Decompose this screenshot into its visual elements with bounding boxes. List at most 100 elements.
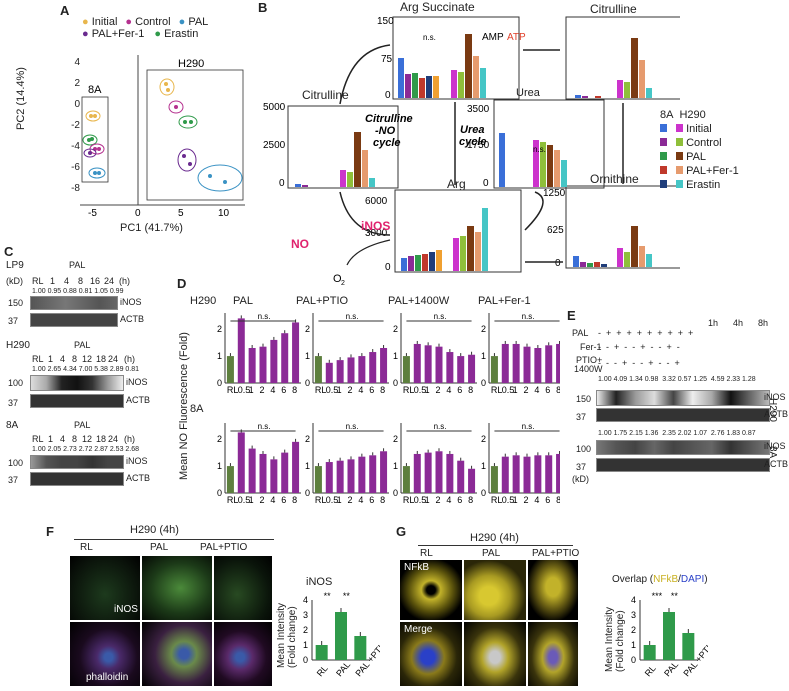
d-xtick: 2 — [524, 385, 529, 395]
svg-text:0: 0 — [555, 258, 561, 269]
d-bar — [468, 468, 476, 493]
d-xtick: 1 — [249, 495, 254, 505]
svg-text:10: 10 — [218, 208, 230, 219]
d-ytick: 1 — [217, 351, 222, 361]
d-bar — [281, 452, 289, 493]
g-img-pal-nfkb — [464, 560, 526, 620]
d-bar — [358, 456, 366, 493]
bar-sig: ** — [343, 591, 351, 601]
d-ytick: 0 — [481, 488, 486, 498]
d-xtick: 1 — [513, 495, 518, 505]
d-xtick: RL — [315, 495, 327, 505]
bar-ytick: 0 — [631, 655, 636, 665]
pca-ylabel: PC2 (14.4%) — [15, 67, 27, 130]
d-xtick: 2 — [524, 495, 529, 505]
f-col-pal: PAL — [150, 542, 169, 553]
d-sig: n.s. — [258, 312, 271, 321]
d-bar — [237, 432, 245, 493]
d-bar — [380, 348, 388, 383]
d-xtick: 8 — [380, 495, 385, 505]
g-label-nfkb: NFkB — [404, 562, 429, 573]
d-bar — [314, 466, 322, 493]
d-ytick: 0 — [217, 378, 222, 388]
d-bar — [347, 357, 355, 383]
svg-text:2500: 2500 — [263, 140, 286, 151]
d-xtick: RL — [403, 385, 415, 395]
blots-e: 1h 4h 8h PAL - + + + + + + + + + Fer-1 -… — [572, 318, 789, 484]
d-ylabel: Mean NO Fluorescence (Fold) — [178, 332, 190, 480]
arg-succinate-title: Arg Succinate — [400, 0, 475, 14]
d-xtick: 8 — [468, 385, 473, 395]
pca-legend: ● Initial ● Control ● PAL ● PAL+Fer-1 ● … — [82, 16, 262, 40]
citrulline-right-title: Citrulline — [590, 2, 637, 16]
bar-ytick: 1 — [303, 640, 308, 650]
d-bar — [413, 453, 421, 493]
bar-ytick: 3 — [303, 610, 308, 620]
d-xtick: 2 — [348, 495, 353, 505]
f-img-pal-merge — [142, 622, 212, 686]
d-bar — [380, 451, 388, 493]
d-xtick: RL — [227, 495, 239, 505]
d-bar — [512, 343, 520, 383]
f-img-pal-inos — [142, 556, 212, 620]
d-bar — [336, 460, 344, 493]
g-img-rl-nfkb — [400, 560, 462, 620]
d-ytick: 1 — [393, 351, 398, 361]
svg-text:iNOS: iNOS — [361, 219, 390, 233]
d-xtick: 0.5 — [326, 385, 339, 395]
d-bar — [457, 460, 465, 493]
d-bar — [325, 462, 333, 493]
bar-ytick: 4 — [303, 595, 308, 605]
d-bar — [457, 356, 465, 383]
svg-text:6000: 6000 — [365, 196, 388, 207]
d-bar — [534, 348, 542, 383]
d-xtick: 0.5 — [238, 385, 251, 395]
d-xtick: 6 — [457, 385, 462, 395]
d-ytick: 0 — [393, 488, 398, 498]
g-img-ptio-nfkb — [528, 560, 578, 620]
svg-text:75: 75 — [381, 54, 393, 65]
bar — [315, 645, 328, 660]
panel-label-c: C — [4, 244, 14, 259]
d-ytick: 1 — [393, 461, 398, 471]
d-bar — [556, 453, 560, 493]
d-xtick: 0.5 — [502, 495, 515, 505]
ornithine-title: Ornithine — [590, 172, 639, 186]
svg-text:n.s.: n.s. — [423, 33, 436, 42]
d-ytick: 1 — [481, 461, 486, 471]
d-ytick: 2 — [481, 434, 486, 444]
d-xtick: 0.5 — [414, 495, 427, 505]
d-ytick: 1 — [305, 351, 310, 361]
d-xtick: 4 — [270, 495, 275, 505]
g-img-pal-merge — [464, 622, 526, 686]
bar — [643, 645, 656, 660]
d-sig: n.s. — [522, 312, 535, 321]
d-xtick: 6 — [369, 495, 374, 505]
bar — [682, 633, 695, 660]
panel-label-e: E — [567, 308, 576, 323]
d-xtick: 1 — [249, 385, 254, 395]
bar-sig: *** — [652, 591, 663, 601]
d-xtick: 1 — [337, 495, 342, 505]
bar — [663, 612, 675, 660]
d-title-3: PAL+Fer-1 — [478, 295, 531, 307]
d-ytick: 0 — [305, 488, 310, 498]
pca-xlabel: PC1 (41.7%) — [120, 222, 183, 234]
box-8a-label: 8A — [88, 84, 102, 96]
f-title: H290 (4h) — [130, 524, 179, 536]
d-bar — [446, 352, 454, 383]
svg-text:cycle: cycle — [373, 137, 401, 149]
f-chart-title: iNOS — [306, 576, 333, 588]
d-sig: n.s. — [258, 422, 271, 431]
d-bar — [523, 456, 531, 493]
d-xtick: RL — [315, 385, 327, 395]
pathway-diagram: 150 75 0 5000 2500 0 3500 1750 0 6000 30… — [263, 16, 680, 285]
d-bar — [292, 322, 300, 383]
d-ytick: 2 — [305, 324, 310, 334]
box-h290-label: H290 — [178, 58, 204, 70]
d-ytick: 2 — [393, 434, 398, 444]
